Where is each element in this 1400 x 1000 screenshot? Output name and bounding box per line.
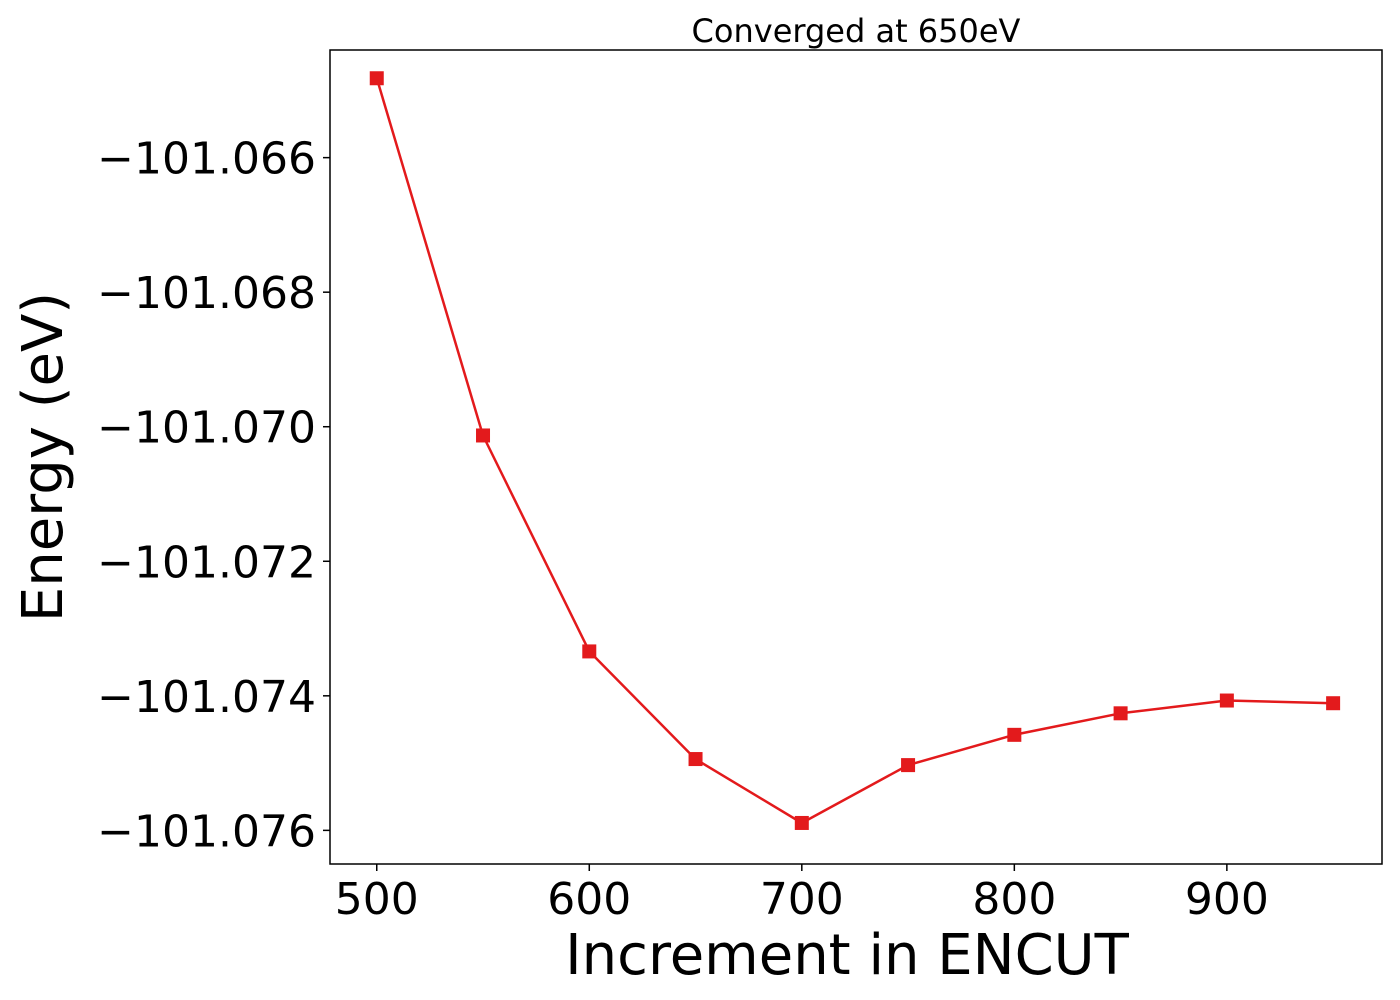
data-point-marker: [476, 428, 491, 443]
y-tick-label: −101.070: [97, 403, 316, 454]
data-point-marker: [901, 758, 916, 773]
x-axis-label: Increment in ENCUT: [565, 923, 1130, 988]
data-point-marker: [369, 71, 384, 86]
y-tick-label: −101.068: [97, 268, 316, 319]
x-tick-label: 600: [547, 874, 631, 925]
data-point-marker: [688, 752, 703, 767]
y-tick-label: −101.066: [97, 134, 316, 185]
series-layer: [369, 71, 1341, 830]
y-tick-label: −101.076: [97, 806, 316, 857]
y-axis-label: Energy (eV): [11, 292, 76, 622]
plot-area-frame: [329, 49, 1383, 865]
data-point-marker: [1326, 696, 1341, 711]
y-tick-label: −101.074: [97, 672, 316, 723]
data-point-marker: [1113, 706, 1128, 721]
x-tick-label: 900: [1185, 874, 1269, 925]
data-point-marker: [582, 644, 597, 659]
x-tick-label: 700: [760, 874, 844, 925]
data-point-marker: [794, 815, 809, 830]
data-point-marker: [1219, 693, 1234, 708]
x-tick-label: 800: [972, 874, 1056, 925]
x-tick-label: 500: [335, 874, 419, 925]
x-axis: 500 600 700 800 900: [335, 864, 1269, 925]
data-point-marker: [1007, 727, 1022, 742]
series-line: [375, 77, 1334, 825]
y-axis: −101.066 −101.068 −101.070 −101.072 −101.074…: [97, 134, 330, 857]
y-tick-label: −101.072: [97, 537, 316, 588]
chart-title: Converged at 650eV: [692, 12, 1021, 50]
